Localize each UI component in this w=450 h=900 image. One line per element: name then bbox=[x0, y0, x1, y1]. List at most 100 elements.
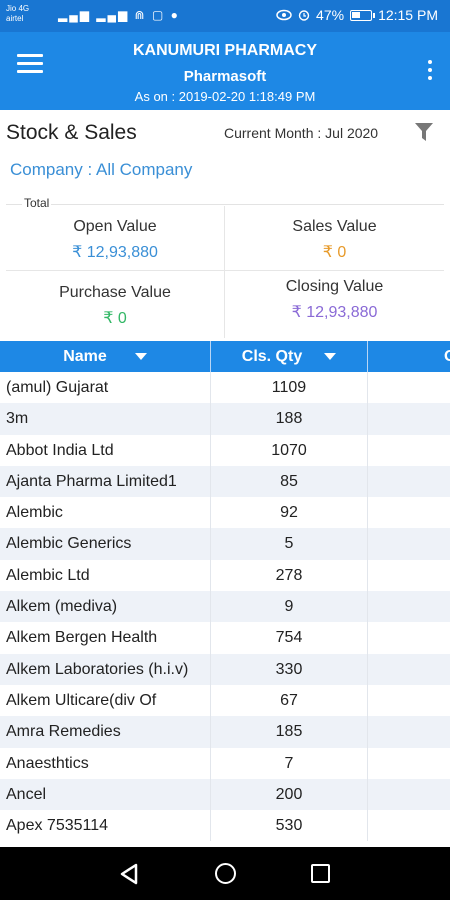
table-row[interactable]: Alkem Bergen Health 754 bbox=[0, 622, 450, 654]
totals-label: Total bbox=[22, 196, 52, 210]
home-icon[interactable] bbox=[215, 863, 236, 884]
column-partial-label: O bbox=[444, 348, 450, 365]
row-company-name: Abbot India Ltd bbox=[6, 441, 114, 459]
carrier-airtel: airtel bbox=[6, 14, 24, 23]
closing-value-label: Closing Value bbox=[285, 278, 384, 295]
table-row[interactable]: Alembic 92 bbox=[0, 497, 450, 529]
row-company-name: Ancel bbox=[6, 785, 47, 803]
table-row[interactable]: 3m 188 bbox=[0, 403, 450, 435]
row-closing-qty: 188 bbox=[275, 410, 303, 428]
cell-divider bbox=[210, 622, 211, 654]
table-row[interactable]: Alembic Generics 5 bbox=[0, 528, 450, 560]
purchase-value-card: Purchase Value ₹ 0 bbox=[6, 284, 224, 328]
table-row[interactable]: Alkem Laboratories (h.i.v) 330 bbox=[0, 653, 450, 685]
recent-apps-icon[interactable] bbox=[311, 864, 330, 883]
app-subtitle: Pharmasoft bbox=[183, 68, 267, 85]
cell-divider bbox=[210, 372, 211, 404]
row-closing-qty: 200 bbox=[275, 785, 303, 803]
cell-divider bbox=[210, 747, 211, 779]
open-value: ₹ 12,93,880 bbox=[72, 244, 158, 261]
sort-caret-icon[interactable] bbox=[134, 353, 147, 361]
cell-divider bbox=[210, 716, 211, 748]
row-closing-qty: 67 bbox=[280, 691, 298, 709]
open-value-card: Open Value ₹ 12,93,880 bbox=[6, 218, 224, 262]
row-company-name: Amra Remedies bbox=[6, 723, 121, 741]
table-row[interactable]: Apex 7535114 530 bbox=[0, 810, 450, 842]
cell-divider bbox=[210, 497, 211, 529]
cell-divider bbox=[367, 622, 368, 654]
row-closing-qty: 1109 bbox=[271, 379, 307, 396]
cell-divider bbox=[210, 559, 211, 592]
status-right: 47% 12:15 PM bbox=[276, 7, 438, 23]
as-on-timestamp: As on : 2019-02-20 1:18:49 PM bbox=[134, 89, 316, 104]
table-row[interactable]: Alembic Ltd 278 bbox=[0, 559, 450, 592]
table-row[interactable]: Anaesthtics 7 bbox=[0, 747, 450, 779]
row-closing-qty: 530 bbox=[275, 817, 303, 835]
hamburger-menu-icon[interactable] bbox=[17, 54, 43, 74]
sales-value-card: Sales Value ₹ 0 bbox=[225, 218, 444, 262]
sort-caret-icon[interactable] bbox=[324, 353, 337, 361]
cell-divider bbox=[210, 810, 211, 842]
totals-horizontal-divider bbox=[6, 270, 444, 271]
table-row[interactable]: Amra Remedies 185 bbox=[0, 716, 450, 748]
row-company-name: Alkem (mediva) bbox=[6, 598, 118, 616]
status-bar: Jio 4G airtel ▂▄▆ ▂▄▆ ⋒ ▢ ● 47% 12:15 PM bbox=[0, 0, 450, 32]
app-title: KANUMURI PHARMACY bbox=[133, 42, 317, 59]
cell-divider bbox=[367, 465, 368, 498]
cell-divider bbox=[367, 716, 368, 748]
column-header-name[interactable]: Name bbox=[0, 341, 210, 372]
battery-icon bbox=[350, 9, 376, 21]
totals-panel bbox=[6, 204, 444, 338]
row-closing-qty: 7 bbox=[284, 754, 294, 772]
carrier-jio: Jio 4G bbox=[6, 4, 30, 13]
column-header-cls-qty[interactable]: Cls. Qty bbox=[211, 341, 367, 372]
cell-divider bbox=[367, 778, 368, 811]
row-closing-qty: 1070 bbox=[271, 441, 307, 459]
cell-divider bbox=[210, 465, 211, 498]
table-row[interactable]: Ajanta Pharma Limited1 85 bbox=[0, 465, 450, 498]
cell-divider bbox=[210, 434, 211, 466]
table-row[interactable]: Alkem Ulticare(div Of 67 bbox=[0, 684, 450, 717]
cell-divider bbox=[210, 653, 211, 685]
cell-divider bbox=[367, 747, 368, 779]
cell-divider bbox=[367, 403, 368, 435]
header-separator bbox=[210, 341, 211, 372]
cell-divider bbox=[367, 497, 368, 529]
row-closing-qty: 85 bbox=[280, 472, 298, 490]
open-value-label: Open Value bbox=[73, 218, 157, 235]
battery-fill bbox=[352, 11, 361, 18]
signal-icons: ▂▄▆ ▂▄▆ ⋒ ▢ ● bbox=[58, 8, 180, 22]
row-closing-qty: 9 bbox=[284, 598, 294, 616]
table-row[interactable]: (amul) Gujarat 1109 bbox=[0, 372, 450, 404]
table-row[interactable]: Ancel 200 bbox=[0, 778, 450, 811]
filter-icon[interactable] bbox=[414, 121, 434, 143]
table-row[interactable]: Abbot India Ltd 1070 bbox=[0, 434, 450, 466]
cell-divider bbox=[210, 591, 211, 623]
row-company-name: Apex 7535114 bbox=[6, 817, 109, 835]
header-separator bbox=[367, 341, 368, 372]
current-month-label: Current Month : Jul 2020 bbox=[224, 125, 379, 141]
eye-icon bbox=[276, 9, 292, 21]
sales-value: ₹ 0 bbox=[322, 244, 347, 261]
alarm-icon bbox=[298, 10, 310, 21]
carrier-info: Jio 4G airtel bbox=[6, 4, 29, 24]
back-icon[interactable] bbox=[119, 863, 139, 885]
table-header: Name Cls. Qty O bbox=[0, 341, 450, 372]
column-header-partial[interactable]: O bbox=[368, 341, 450, 372]
page-title: Stock & Sales bbox=[6, 121, 137, 144]
row-company-name: Alkem Laboratories (h.i.v) bbox=[6, 660, 189, 678]
row-closing-qty: 754 bbox=[275, 629, 303, 647]
closing-value: ₹ 12,93,880 bbox=[291, 304, 378, 321]
status-time: 12:15 PM bbox=[378, 7, 438, 23]
row-closing-qty: 92 bbox=[280, 504, 298, 522]
stock-table-body: (amul) Gujarat 1109 3m 188 Abbot India Ltd 10… bbox=[0, 372, 450, 842]
more-options-icon[interactable] bbox=[428, 60, 434, 84]
row-company-name: Anaesthtics bbox=[6, 754, 89, 772]
row-company-name: Alembic bbox=[6, 504, 63, 522]
row-company-name: 3m bbox=[6, 410, 29, 428]
row-closing-qty: 330 bbox=[275, 660, 303, 678]
closing-value-card: Closing Value ₹ 12,93,880 bbox=[225, 278, 444, 322]
company-filter-link[interactable]: Company : All Company bbox=[10, 160, 193, 179]
battery-percent: 47% bbox=[316, 7, 345, 23]
table-row[interactable]: Alkem (mediva) 9 bbox=[0, 591, 450, 623]
